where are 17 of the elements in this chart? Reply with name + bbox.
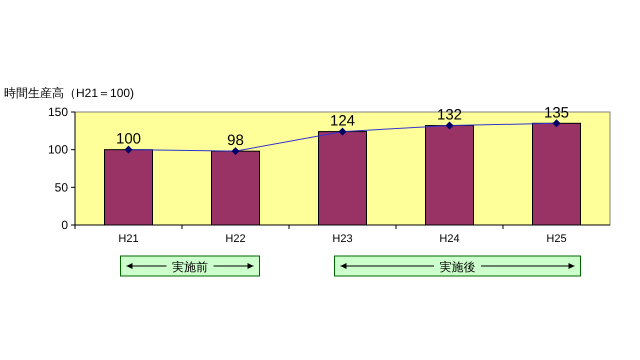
data-label: 98 xyxy=(227,132,244,150)
text: 実施前 xyxy=(172,260,208,274)
y-tick-label: 0 xyxy=(61,218,68,232)
x-tick-label: H25 xyxy=(546,233,567,245)
data-label: 124 xyxy=(330,112,356,130)
y-tick-label: 50 xyxy=(54,180,68,194)
x-tick-label: H23 xyxy=(332,233,353,245)
x-tick-label: H24 xyxy=(439,233,460,245)
text: 実施後 xyxy=(440,260,476,274)
x-tick-label: H21 xyxy=(118,233,139,245)
y-tick-label: 150 xyxy=(48,105,68,119)
y-axis-title: 時間生産高（H21＝100) xyxy=(4,86,134,100)
data-label: 132 xyxy=(436,106,462,124)
data-label: 135 xyxy=(544,104,570,122)
y-tick-label: 100 xyxy=(48,142,68,157)
x-tick-label: H22 xyxy=(225,233,246,245)
data-label: 100 xyxy=(116,130,142,148)
